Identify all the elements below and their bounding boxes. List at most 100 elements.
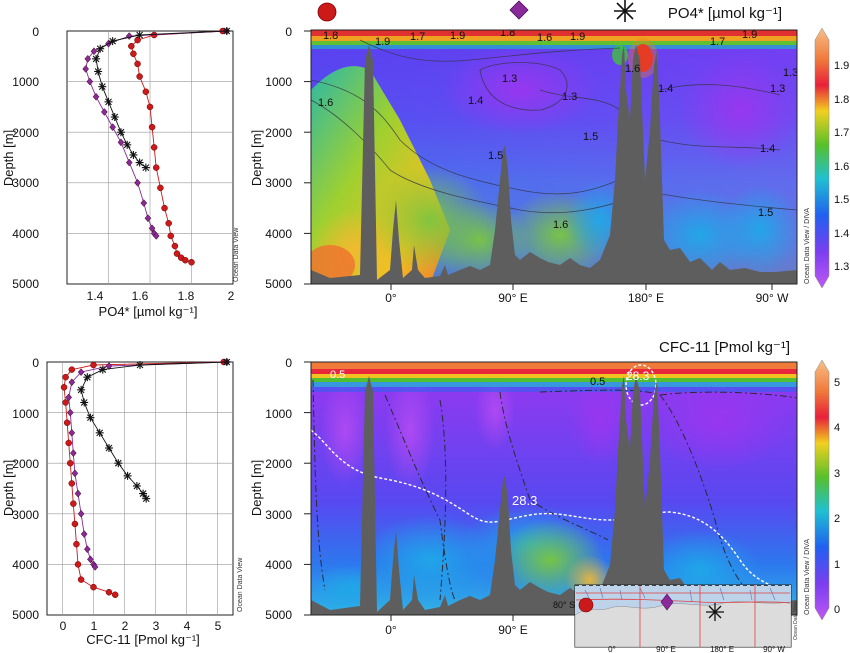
x-tick-label: 1.8 (178, 289, 195, 303)
contour-label: 1.8 (500, 27, 515, 39)
cfc-profile-ylabel: Depth [m] (1, 460, 16, 516)
data-point-diamond (80, 530, 88, 538)
po4-profile-ylabel: Depth [m] (1, 130, 16, 186)
cfc-section-panel: 0.5 0.5 28.3 28.3 0 1000 2000 3000 4000 … (249, 339, 840, 653)
data-point-circle (60, 384, 68, 391)
x-tick-label: 1 (91, 619, 98, 633)
inset-lon-label: 90° W (763, 645, 785, 653)
po4-contour-labels: 1.8 1.9 1.7 1.9 1.8 1.6 1.9 1.7 1.9 1.3 … (318, 27, 797, 231)
colorbar-tick: 4 (834, 422, 840, 434)
data-point-diamond (101, 108, 108, 116)
x-tick-label: 1.4 (87, 289, 104, 303)
y-tick-label: 4000 (265, 558, 292, 572)
y-tick-label: 1000 (265, 407, 292, 421)
data-point-asterisk (110, 113, 119, 122)
data-point-diamond (86, 77, 94, 86)
y-tick-label: 3000 (265, 508, 292, 522)
contour-label: 1.3 (562, 91, 577, 103)
cfc-section-field: 0.5 0.5 28.3 28.3 (311, 362, 797, 615)
contour-label: 1.7 (710, 36, 725, 48)
data-point-circle (63, 419, 71, 426)
contour-label: 1.9 (450, 30, 465, 42)
po4-section-panel: 1.8 1.9 1.7 1.9 1.8 1.6 1.9 1.7 1.9 1.3 … (249, 5, 849, 305)
data-point-circle (74, 561, 82, 568)
contour-label: 1.5 (758, 207, 773, 219)
data-point-asterisk (98, 365, 107, 374)
data-point-asterisk (141, 163, 150, 172)
contour-label: 1.5 (488, 150, 503, 162)
inset-lat-label: 80° S (553, 600, 575, 610)
inset-lon-label: 90° E (656, 645, 676, 653)
data-point-diamond (71, 469, 79, 478)
inset-station-asterisk (706, 603, 724, 621)
contour-label: 1.4 (760, 143, 775, 155)
station-circle-marker (317, 2, 337, 22)
contour-label: 1.6 (537, 32, 552, 44)
cfc-profile-x-ticks: 0 1 2 3 4 5 (60, 619, 222, 633)
data-point-asterisk (116, 128, 125, 137)
contour-label: 1.7 (410, 31, 425, 43)
data-point-circle (165, 220, 172, 227)
po4-colorbar-ticks: 1.9 1.8 1.7 1.6 1.5 1.4 1.3 (834, 60, 849, 273)
x-tick-label: 0 (60, 619, 67, 633)
y-tick-label: 5000 (12, 608, 39, 622)
contour-label: 1.8 (323, 30, 338, 42)
colorbar-tick: 1.7 (834, 127, 849, 139)
data-point-diamond (148, 224, 156, 233)
colorbar-tick: 5 (834, 377, 840, 389)
colorbar-tick: 1.4 (834, 228, 849, 240)
contour-label: 1.4 (468, 95, 483, 107)
data-point-circle (146, 103, 154, 111)
cfc-profile-series (60, 358, 231, 599)
po4-section-frame (310, 29, 798, 285)
data-point-diamond (87, 555, 94, 564)
data-point-circle (90, 583, 97, 591)
data-point-circle (134, 60, 141, 68)
data-point-diamond (152, 232, 160, 240)
data-point-asterisk (104, 97, 113, 106)
colorbar-tick: 1.6 (834, 161, 849, 173)
series-line-diamond (68, 361, 227, 568)
inset-station-diamond (660, 593, 674, 611)
data-point-circle (157, 184, 164, 192)
contour-label: 1.3 (770, 83, 785, 95)
x-tick-label: 90° E (498, 291, 527, 305)
data-point-asterisk (92, 54, 101, 63)
density-isopycnal (311, 429, 771, 586)
y-tick-label: 3000 (265, 176, 292, 190)
colorbar-tick: 2 (834, 513, 840, 525)
x-tick-label: 0° (385, 291, 397, 305)
colorbar-tick: 1.9 (834, 60, 849, 72)
odv-watermark: Ocean Data View (237, 557, 244, 612)
cfc-section-title: CFC-11 [Pmol kg⁻¹] (659, 339, 790, 356)
cfc-profile-panel: 0 1000 2000 3000 4000 5000 0 1 2 3 4 5 C… (1, 356, 244, 647)
po4-section-tick-marks (304, 30, 773, 290)
po4-profile-x-ticks: 1.4 1.6 1.8 2 (87, 289, 235, 303)
contour-label: 1.9 (570, 31, 585, 43)
x-tick-label: 90° W (756, 291, 789, 305)
data-point-asterisk (96, 44, 105, 53)
cfc-section-y-ticks: 0 1000 2000 3000 4000 5000 (265, 356, 292, 622)
data-point-diamond (70, 449, 77, 457)
data-point-asterisk (135, 31, 144, 40)
po4-section-field: 1.8 1.9 1.7 1.9 1.8 1.6 1.9 1.7 1.9 1.3 … (311, 27, 797, 284)
data-point-diamond (117, 138, 125, 147)
x-tick-label: 90° E (498, 623, 527, 637)
po4-profile-xlabel: PO4* [µmol kg⁻¹] (99, 304, 198, 319)
data-point-circle (182, 256, 189, 264)
data-point-circle (62, 399, 69, 406)
station-legend (317, 0, 636, 22)
y-tick-label: 2000 (265, 457, 292, 471)
contour-label: 1.3 (502, 73, 517, 85)
contour-label: 1.5 (583, 131, 598, 143)
data-point-diamond (77, 368, 85, 377)
inset-lon-label: 180° E (710, 645, 734, 653)
contour-label: 1.6 (625, 63, 640, 75)
y-tick-label: 0 (285, 25, 292, 39)
data-point-asterisk (132, 481, 141, 490)
data-point-diamond (125, 158, 133, 167)
y-tick-label: 0 (32, 356, 39, 370)
y-tick-label: 1000 (12, 407, 39, 421)
data-point-circle (68, 480, 76, 487)
